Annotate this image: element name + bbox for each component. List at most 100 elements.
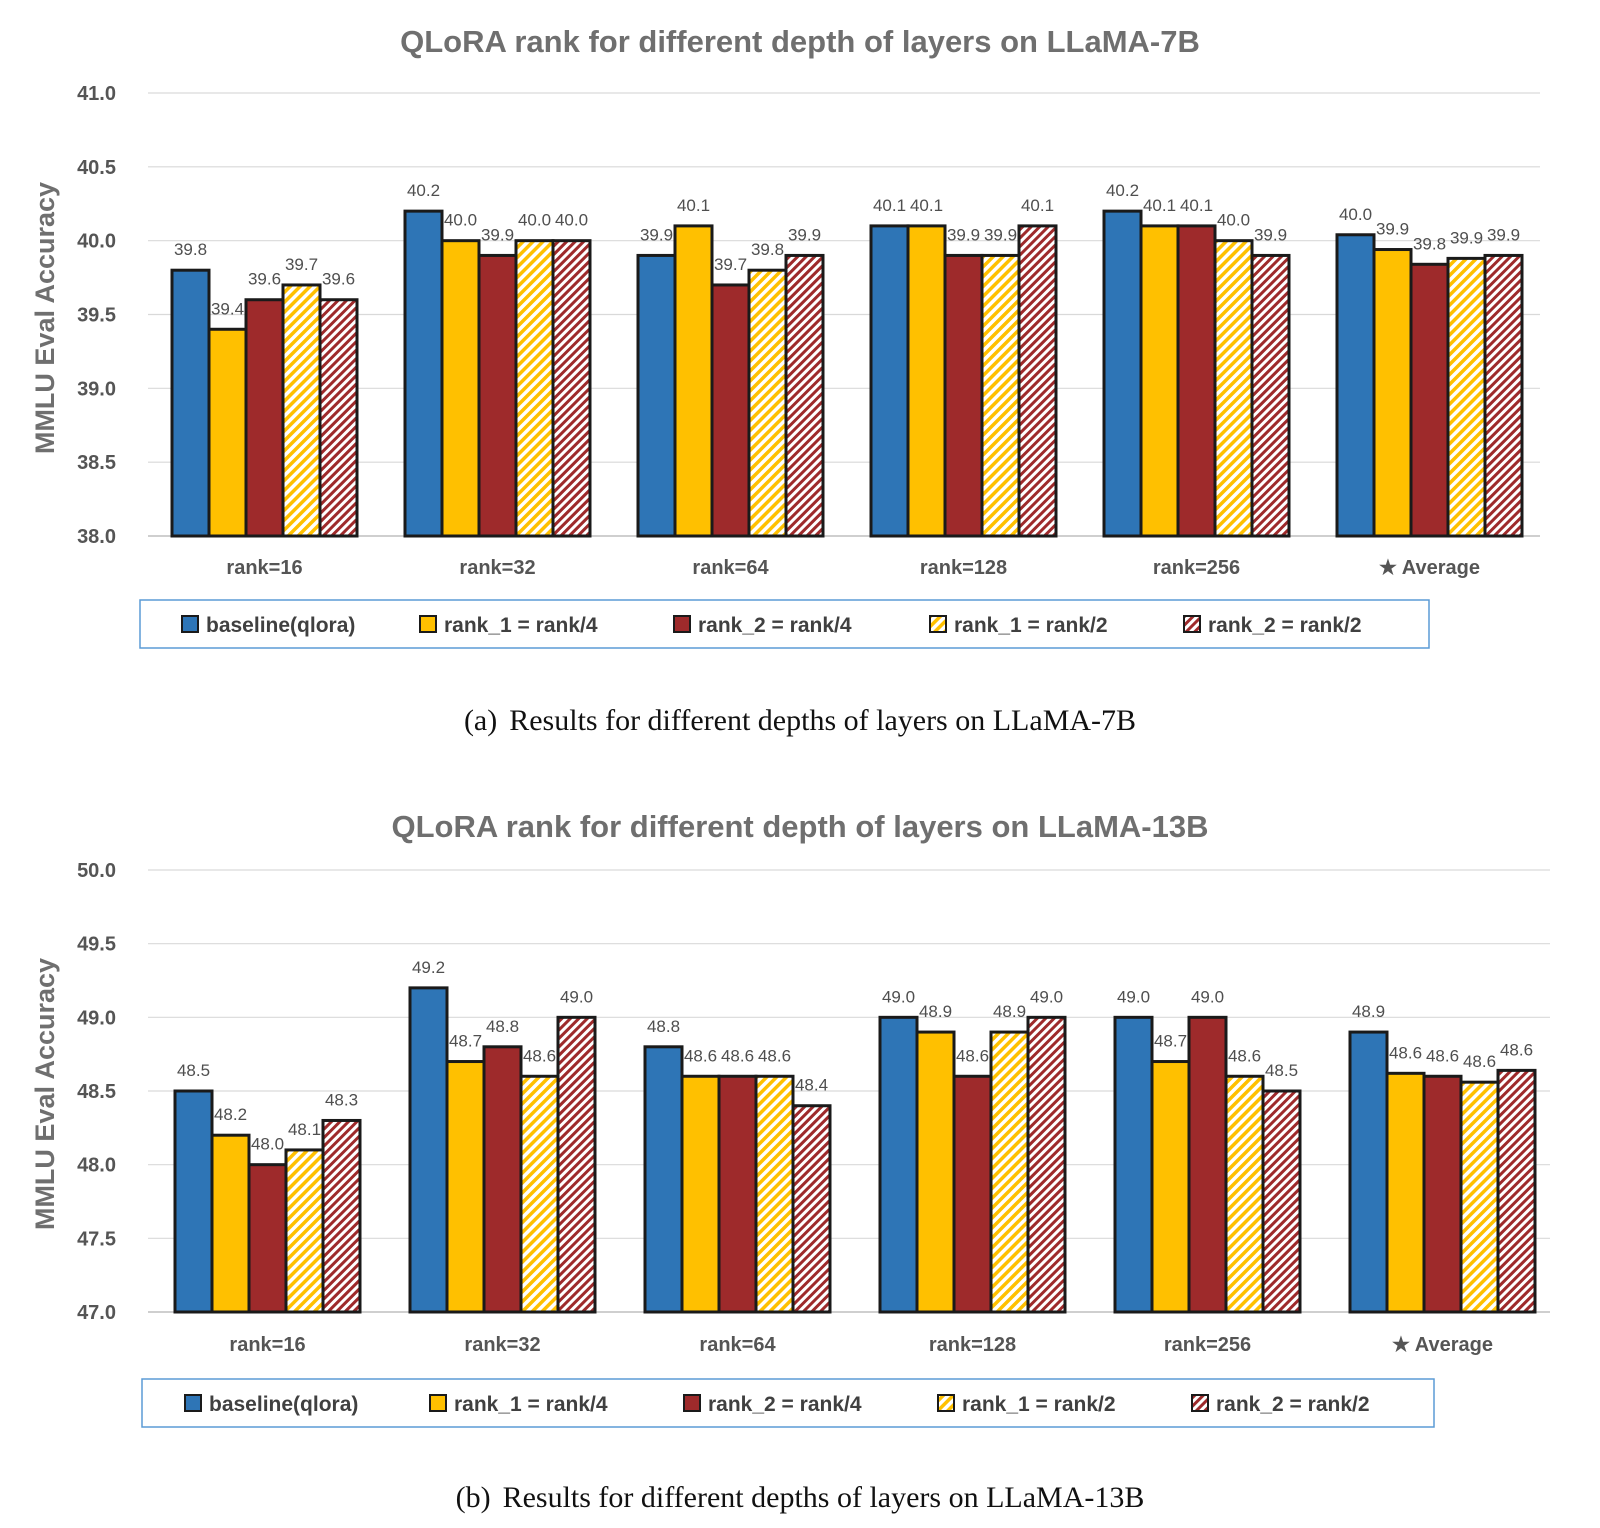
bar-solid-yellow <box>1385 1071 1426 1314</box>
bars <box>170 209 1524 538</box>
svg-text:(b)Results for different depth: (b) Results for different depths of layer… <box>456 1481 1145 1514</box>
svg-text:(a)Results for different depth: (a) Results for different depths of layer… <box>464 704 1136 737</box>
data-label: 39.9 <box>1450 228 1483 247</box>
data-label: 48.6 <box>758 1046 791 1065</box>
data-label: 39.9 <box>1254 225 1287 244</box>
y-tick-label: 38.5 <box>77 452 116 474</box>
legend-label: rank_2 = rank/4 <box>698 614 852 637</box>
data-label: 48.0 <box>251 1135 284 1154</box>
bar-hatch-yellow <box>514 239 555 538</box>
data-label: 49.0 <box>1030 987 1063 1006</box>
x-tick-label: rank=32 <box>464 1334 540 1356</box>
y-ticks: 47.0 47.5 48.0 48.5 49.0 49.5 50.0 <box>77 860 116 1324</box>
bar-solid-blue <box>170 268 211 538</box>
data-label: 48.9 <box>1352 1002 1385 1021</box>
x-tick-label: rank=16 <box>226 557 302 579</box>
legend-box <box>141 1378 1435 1428</box>
legend-swatch <box>429 1394 447 1412</box>
data-label: 48.9 <box>919 1002 952 1021</box>
y-tick-label: 50.0 <box>77 860 116 882</box>
bar-solid-blue <box>643 1045 684 1314</box>
bar-solid-yellow <box>210 1133 251 1314</box>
bar-solid-red <box>717 1074 758 1314</box>
bar-solid-yellow <box>445 1060 486 1314</box>
bar-solid-red <box>244 298 285 538</box>
bar-solid-blue <box>1102 209 1143 538</box>
bar-solid-red <box>710 283 751 538</box>
legend-label: baseline(qlora) <box>209 1393 358 1416</box>
bar-solid-blue <box>1335 233 1376 538</box>
data-label: 39.9 <box>640 225 673 244</box>
bar-hatch-red <box>1026 1015 1067 1314</box>
caption-label: (a) <box>464 704 497 737</box>
data-label: 40.1 <box>910 196 943 215</box>
bar-hatch-yellow <box>747 268 788 538</box>
data-label: 48.1 <box>288 1120 321 1139</box>
legend-swatch <box>181 615 199 633</box>
data-label: 39.6 <box>322 270 355 289</box>
y-axis-label: MMLU Eval Accuracy <box>30 182 60 454</box>
data-label: 39.7 <box>285 255 318 274</box>
y-tick-label: 41.0 <box>77 83 116 105</box>
data-label: 39.9 <box>481 225 514 244</box>
caption-label: (b) <box>456 1481 491 1514</box>
legend-label: rank_2 = rank/4 <box>708 1393 862 1416</box>
x-tick-label: rank=256 <box>1164 1334 1251 1356</box>
bar-hatch-yellow <box>519 1074 560 1314</box>
bar-solid-yellow <box>1139 224 1180 538</box>
bar-solid-blue <box>1348 1030 1389 1314</box>
bar-hatch-yellow <box>1224 1074 1265 1314</box>
bar-hatch-yellow <box>284 1148 325 1314</box>
bar-solid-yellow <box>440 239 481 538</box>
chart-title: QLoRA rank for different depth of layers… <box>392 809 1209 844</box>
chart-title: QLoRA rank for different depth of layers… <box>400 24 1200 59</box>
legend-label: rank_1 = rank/2 <box>962 1393 1116 1416</box>
data-label: 48.6 <box>1426 1046 1459 1065</box>
bar-hatch-red <box>1483 253 1524 538</box>
y-tick-label: 39.0 <box>77 378 116 400</box>
chart-panel-a: QLoRA rank for different depth of layers… <box>30 24 1540 737</box>
y-tick-label: 48.0 <box>77 1155 116 1177</box>
data-label: 48.2 <box>214 1105 247 1124</box>
x-tick-label: rank=128 <box>920 557 1007 579</box>
legend-swatch <box>419 615 437 633</box>
bar-hatch-red <box>318 298 359 538</box>
data-label: 39.8 <box>751 240 784 259</box>
data-label: 39.6 <box>248 270 281 289</box>
bar-solid-blue <box>636 253 677 538</box>
data-labels: 39.839.439.639.739.640.240.039.940.0 40.0… <box>174 181 1520 318</box>
y-tick-label: 49.5 <box>77 934 116 956</box>
x-tick-label: ★ Average <box>1379 557 1480 579</box>
bar-solid-red <box>247 1163 288 1314</box>
bar-solid-red <box>943 253 984 538</box>
data-label: 48.6 <box>1500 1040 1533 1059</box>
data-label: 39.7 <box>714 255 747 274</box>
data-label: 40.2 <box>407 181 440 200</box>
bar-solid-red <box>1409 262 1450 538</box>
bar-hatch-yellow <box>1213 239 1254 538</box>
data-label: 49.0 <box>560 987 593 1006</box>
x-tick-label: rank=16 <box>229 1334 305 1356</box>
legend-label: rank_2 = rank/2 <box>1216 1393 1370 1416</box>
bar-solid-yellow <box>915 1030 956 1314</box>
bar-solid-red <box>1422 1074 1463 1314</box>
legend-label: rank_2 = rank/2 <box>1208 614 1362 637</box>
data-label: 49.0 <box>1191 987 1224 1006</box>
y-tick-label: 39.5 <box>77 305 116 327</box>
data-label: 40.1 <box>1143 196 1176 215</box>
data-label: 49.2 <box>412 958 445 977</box>
data-label: 40.1 <box>677 196 710 215</box>
data-label: 39.9 <box>947 225 980 244</box>
bar-hatch-yellow <box>754 1074 795 1314</box>
bar-solid-yellow <box>680 1074 721 1314</box>
data-label: 40.0 <box>555 211 588 230</box>
data-label: 49.0 <box>882 987 915 1006</box>
data-label: 40.2 <box>1106 181 1139 200</box>
data-label: 40.0 <box>1217 211 1250 230</box>
data-label: 48.7 <box>449 1032 482 1051</box>
bar-solid-blue <box>408 986 449 1314</box>
legend-swatch <box>673 615 691 633</box>
bar-solid-yellow <box>207 327 248 538</box>
data-label: 39.9 <box>1376 220 1409 239</box>
y-tick-label: 47.0 <box>77 1302 116 1324</box>
